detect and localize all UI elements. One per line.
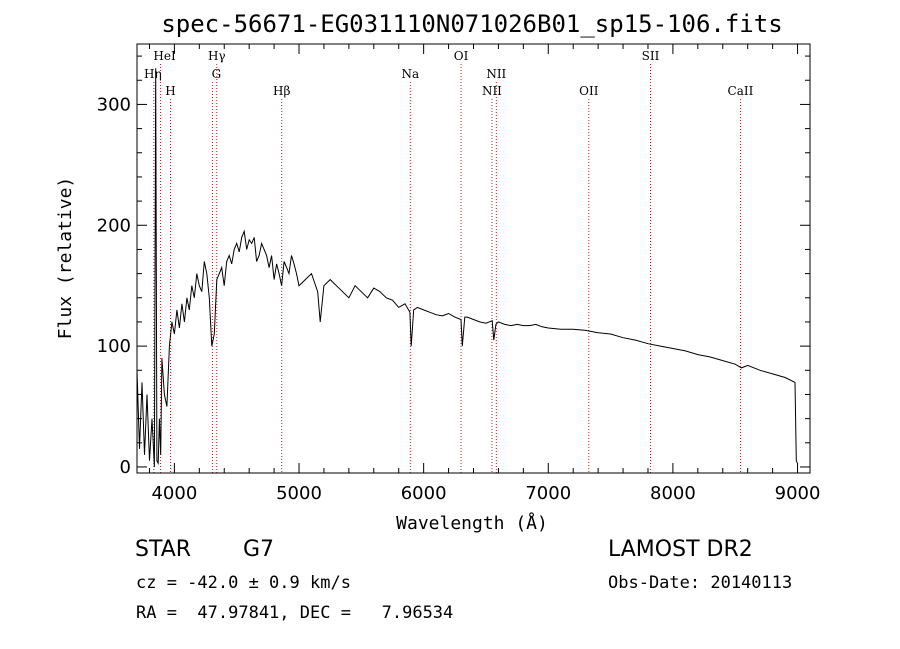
x-axis-label: Wavelength (Å) [396, 512, 548, 534]
x-tick-label-1: 5000 [276, 483, 322, 504]
line-marker-label-8: NII [486, 67, 506, 81]
spectrum-line-0 [136, 68, 798, 468]
series-layer [136, 68, 798, 468]
survey-name: LAMOST DR2 [608, 537, 753, 562]
observation-date: Obs-Date: 20140113 [608, 573, 793, 593]
y-tick-label-3: 300 [97, 94, 131, 115]
line-marker-label-7: OI [454, 49, 469, 63]
y-tick-label-1: 100 [97, 336, 131, 357]
line-marker-label-6: Na [401, 67, 419, 81]
line-marker-label-3: Hγ [208, 49, 226, 63]
line-marker-label-4: G [212, 67, 222, 81]
axis-ticks: 4000 5000 6000 7000 8000 9000 0 100 200 300 [97, 44, 821, 504]
object-class: STAR [135, 537, 192, 562]
y-tick-label-0: 0 [120, 457, 131, 478]
x-tick-label-2: 6000 [401, 483, 447, 504]
x-tick-label-5: 9000 [775, 483, 821, 504]
line-markers: HeI HηH Hγ G Hβ Na OI NII NII OII SII CaII [144, 49, 754, 473]
line-marker-label-5: Hβ [273, 84, 290, 98]
line-marker-label-11: SII [642, 49, 660, 63]
plot-frame [136, 43, 811, 474]
line-marker-label-10: OII [579, 84, 599, 98]
y-axis-label: Flux (relative) [55, 177, 76, 340]
object-subclass: G7 [243, 537, 275, 562]
redshift-velocity: cz = -42.0 ± 0.9 km/s [136, 573, 351, 593]
line-marker-label-9: NII [482, 84, 502, 98]
line-marker-label-0: HeI [153, 49, 176, 63]
x-tick-label-3: 7000 [525, 483, 571, 504]
y-tick-label-2: 200 [97, 215, 131, 236]
x-tick-label-0: 4000 [151, 483, 197, 504]
line-marker-label-12: CaII [728, 84, 754, 98]
line-marker-label-2: H [165, 84, 175, 98]
line-marker-label-1: Hη [144, 67, 162, 81]
ra-dec-coordinates: RA = 47.97841, DEC = 7.96534 [136, 603, 454, 623]
chart-title: spec-56671-EG031110N071026B01_sp15-106.f… [161, 10, 782, 38]
x-tick-label-4: 8000 [650, 483, 696, 504]
